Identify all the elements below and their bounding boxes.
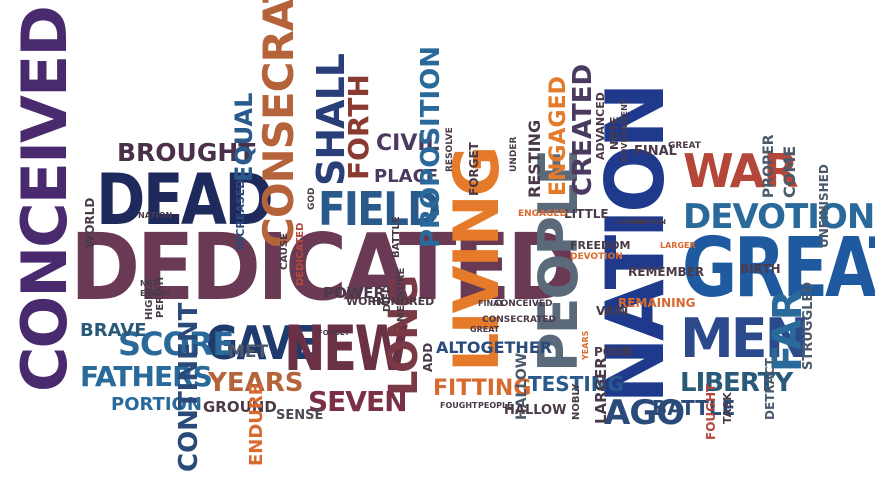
word-work: WORK [346, 295, 385, 308]
word-field: FIELD [318, 182, 441, 236]
word-struggled: STRUGGLED [801, 281, 816, 370]
word-vain: VAIN [596, 304, 629, 318]
word-cause: CAUSE [279, 233, 290, 270]
word-larger-small: LARGER [660, 241, 696, 250]
word-endure: ENDURE [246, 382, 267, 466]
word-increased: INCREASED [234, 179, 247, 250]
word-gave: GAVE [206, 316, 318, 370]
word-new: NEW [284, 312, 409, 385]
word-larger: LARGER [592, 357, 610, 424]
word-fathers: FATHERS [80, 360, 213, 393]
word-altogether: ALTOGETHER [436, 338, 553, 357]
word-sense: SENSE [276, 408, 324, 423]
word-earth: EARTH [140, 289, 170, 298]
word-forth: FORTH [342, 74, 375, 180]
word-people-small: PEOPLE [478, 401, 513, 410]
word-resting: RESTING [525, 119, 544, 198]
word-score: SCORE [118, 325, 234, 363]
word-little: LITTLE [564, 207, 609, 221]
word-forget-small: FORGET [318, 329, 350, 337]
word-net: NET [140, 279, 158, 288]
word-remaining: REMAINING [618, 296, 696, 310]
word-note: NOTE [608, 116, 621, 150]
word-met: MET [228, 342, 269, 362]
word-ago: AGO [604, 393, 685, 433]
word-brought: BROUGHT [117, 138, 256, 167]
word-come: COME [780, 145, 799, 198]
word-forget: FORGET [467, 142, 481, 196]
word-portion: PORTION [111, 394, 202, 415]
word-final-small: FINAL [478, 299, 505, 308]
word-world: WORLD [83, 197, 97, 248]
word-consecrated-small: CONSECRATED [482, 315, 556, 325]
word-conceived-small: CONCEIVED [494, 299, 553, 309]
word-nation-small-2: NATION [138, 211, 173, 220]
word-unfinished: UNFINISHED [817, 164, 831, 248]
word-engaged: ENGAGED [546, 76, 571, 196]
word-battle: BATTLE [652, 396, 736, 420]
word-devotion: DEVOTION [683, 197, 875, 237]
word-fought-small: FOUGHT [440, 401, 478, 410]
word-place: PLACE [374, 166, 439, 187]
word-dedicated: DEDICATED [70, 214, 577, 321]
word-consecrated: CONSECRATED [254, 0, 303, 248]
word-brave: BRAVE [80, 320, 147, 341]
word-advanced: ADVANCED [594, 92, 607, 160]
word-nation-small: NATION [636, 218, 666, 226]
word-dedicated-small: DEDICATED [295, 222, 306, 286]
word-dead: DEAD [96, 159, 274, 241]
word-years: YEARS [208, 368, 304, 398]
word-battle-small: BATTLE [391, 216, 402, 258]
word-freedom: FREEDOM [570, 239, 631, 252]
word-ground: GROUND [203, 398, 277, 416]
word-task: TASK [721, 392, 734, 424]
word-devotion-small: DEVOTION [570, 252, 623, 262]
word-living-small: LIVING [616, 218, 643, 226]
word-conceived: CONCEIVED [8, 7, 81, 392]
word-great: GREAT [682, 221, 875, 316]
word-great-small: GREAT [668, 141, 701, 151]
word-nobly: NOBLY [571, 383, 582, 420]
word-honored: HONORED [372, 295, 435, 308]
word-civil: CIVIL [376, 131, 440, 156]
word-add: ADD [421, 342, 435, 372]
word-birth: BIRTH [740, 262, 781, 276]
word-detract: DETRACT [763, 358, 777, 420]
word-war: WAR [683, 144, 799, 198]
word-hallow-small: HALLOW [504, 403, 567, 418]
word-poor: POOR [594, 345, 633, 359]
word-liberty: LIBERTY [680, 368, 793, 398]
word-engaged-small: ENGAGED [518, 209, 568, 219]
word-fitting: FITTING [433, 376, 532, 401]
word-power: POWER [323, 284, 386, 302]
word-great-small-2: GREAT [470, 325, 500, 334]
word-fought: FOUGHT [704, 383, 718, 440]
word-created: CREATED [568, 63, 598, 196]
word-final: FINAL [634, 144, 677, 159]
word-equal: EQUAL [230, 92, 258, 182]
word-proper: PROPER [761, 134, 777, 198]
word-continent: CONTINENT [174, 302, 204, 472]
word-years-small: YEARS [581, 330, 590, 360]
word-measure: MEASURE [396, 267, 407, 322]
word-men: MEN [680, 307, 810, 370]
word-under: UNDER [509, 136, 519, 172]
word-resolve: RESOLVE [445, 127, 455, 172]
word-god: GOD [307, 187, 317, 210]
word-testing: TESTING [528, 372, 624, 396]
word-seven: SEVEN [308, 385, 408, 418]
word-government: GOVERNMENT [620, 98, 629, 162]
word-remember: REMEMBER [628, 265, 705, 279]
